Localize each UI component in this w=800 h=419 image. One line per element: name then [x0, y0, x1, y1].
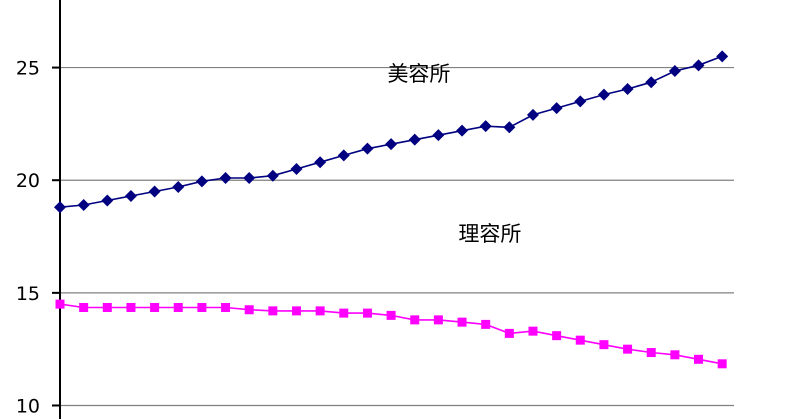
data-point: [408, 133, 421, 146]
data-point: [148, 185, 161, 198]
data-point: [197, 302, 207, 312]
data-point: [716, 50, 729, 63]
data-point: [552, 331, 562, 341]
data-point: [386, 310, 396, 320]
data-point: [481, 319, 491, 329]
data-point: [668, 64, 681, 77]
data-point: [337, 149, 350, 162]
data-point: [621, 82, 634, 95]
data-point: [195, 175, 208, 188]
data-point: [221, 302, 231, 312]
data-point: [574, 95, 587, 108]
data-point: [102, 302, 112, 312]
data-point: [717, 359, 727, 369]
data-point: [550, 102, 563, 115]
data-point: [243, 171, 256, 184]
data-point: [575, 335, 585, 345]
data-point: [528, 326, 538, 336]
data-point: [124, 189, 137, 202]
data-point: [599, 340, 609, 350]
data-point: [219, 171, 232, 184]
data-point: [101, 194, 114, 207]
data-point: [362, 308, 372, 318]
data-point: [266, 169, 279, 182]
data-point: [457, 317, 467, 327]
data-point: [692, 59, 705, 72]
data-point: [55, 299, 65, 309]
y-tick-label-10: 10: [16, 395, 40, 417]
data-point: [361, 142, 374, 155]
data-point: [456, 124, 469, 137]
data-point: [410, 315, 420, 325]
grid-lines: [60, 66, 734, 407]
y-tick-label-15: 15: [16, 283, 40, 305]
data-point: [479, 120, 492, 133]
data-point: [79, 302, 89, 312]
data-point: [290, 162, 303, 175]
series-label-1: 理容所: [458, 222, 521, 246]
series-label-0: 美容所: [387, 62, 450, 86]
y-axis-ticks: 10 15 20 25: [16, 58, 60, 417]
data-point: [339, 308, 349, 318]
data-point: [315, 306, 325, 316]
data-point: [694, 354, 704, 364]
series-group: [54, 50, 729, 369]
data-point: [385, 138, 398, 151]
data-point: [54, 201, 66, 214]
data-point: [268, 306, 278, 316]
data-point: [314, 156, 327, 169]
data-point: [503, 121, 516, 134]
y-tick-label-20: 20: [16, 170, 40, 192]
data-point: [623, 344, 633, 354]
data-point: [433, 315, 443, 325]
data-point: [646, 348, 656, 358]
data-point: [150, 302, 160, 312]
data-point: [172, 180, 185, 193]
y-tick-label-25: 25: [16, 58, 40, 80]
data-point: [126, 302, 136, 312]
data-point: [244, 305, 254, 315]
data-point: [291, 306, 301, 316]
data-point: [77, 198, 90, 211]
data-point: [504, 328, 514, 338]
data-point: [645, 76, 658, 89]
data-point: [597, 88, 610, 101]
data-point: [670, 350, 680, 360]
data-point: [432, 129, 445, 142]
data-point: [173, 302, 183, 312]
data-point: [526, 108, 539, 121]
